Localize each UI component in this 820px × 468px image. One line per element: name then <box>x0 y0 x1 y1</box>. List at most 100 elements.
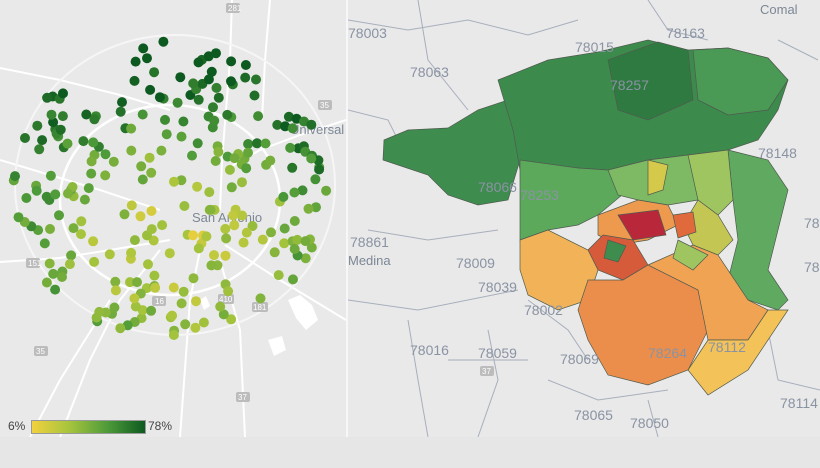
location-dot[interactable] <box>215 301 226 312</box>
location-dot[interactable] <box>192 181 203 192</box>
location-dot[interactable] <box>229 220 240 231</box>
location-dot[interactable] <box>310 174 321 185</box>
location-dot[interactable] <box>83 183 94 194</box>
location-dot[interactable] <box>146 224 157 235</box>
location-dot[interactable] <box>44 258 55 269</box>
location-dot[interactable] <box>37 135 48 146</box>
location-dot[interactable] <box>143 259 153 270</box>
location-dot[interactable] <box>76 229 86 240</box>
location-dot[interactable] <box>142 53 152 64</box>
location-dot[interactable] <box>188 273 199 284</box>
location-dot[interactable] <box>253 111 264 122</box>
location-dot[interactable] <box>222 109 233 120</box>
location-dot[interactable] <box>221 233 232 244</box>
location-dot[interactable] <box>180 319 191 330</box>
location-dot[interactable] <box>226 76 236 87</box>
location-dot[interactable] <box>138 43 149 54</box>
point-map-panel[interactable]: 281 35 151 16 410 181 35 37 San Antonio … <box>0 0 346 437</box>
location-dot[interactable] <box>62 138 73 149</box>
location-dot[interactable] <box>176 131 187 142</box>
location-dot[interactable] <box>247 221 258 231</box>
location-dot[interactable] <box>243 147 253 158</box>
location-dot[interactable] <box>279 223 290 234</box>
location-dot[interactable] <box>321 185 332 196</box>
location-dot[interactable] <box>108 156 119 167</box>
location-dot[interactable] <box>178 116 189 127</box>
location-dot[interactable] <box>135 211 146 222</box>
location-dot[interactable] <box>198 317 209 328</box>
location-dot[interactable] <box>228 210 239 221</box>
location-dot[interactable] <box>297 185 308 196</box>
location-dot[interactable] <box>57 111 68 122</box>
location-dot[interactable] <box>229 153 240 164</box>
point-map[interactable]: 281 35 151 16 410 181 35 37 San Antonio … <box>0 0 346 437</box>
location-dot[interactable] <box>237 210 248 221</box>
location-dot[interactable] <box>158 36 169 47</box>
location-dot[interactable] <box>48 268 59 279</box>
location-dot[interactable] <box>54 210 64 221</box>
location-dot[interactable] <box>255 293 266 304</box>
location-dot[interactable] <box>306 119 317 130</box>
location-dot[interactable] <box>257 234 268 245</box>
location-dot[interactable] <box>311 202 321 213</box>
location-dot[interactable] <box>240 72 251 83</box>
location-dot[interactable] <box>273 270 284 281</box>
location-dot[interactable] <box>188 78 199 89</box>
location-dot[interactable] <box>136 161 147 172</box>
location-dot[interactable] <box>226 314 237 325</box>
location-dot[interactable] <box>203 74 214 85</box>
location-dot[interactable] <box>168 330 179 340</box>
location-dot[interactable] <box>193 57 204 68</box>
location-dot[interactable] <box>287 162 298 173</box>
location-dot[interactable] <box>130 56 141 67</box>
location-dot[interactable] <box>88 236 99 247</box>
location-dot[interactable] <box>220 250 231 261</box>
location-dot[interactable] <box>34 144 45 155</box>
location-dot[interactable] <box>146 305 157 316</box>
location-dot[interactable] <box>45 224 55 234</box>
location-dot[interactable] <box>115 106 126 117</box>
location-dot[interactable] <box>265 155 276 166</box>
location-dot[interactable] <box>213 92 224 103</box>
location-dot[interactable] <box>150 282 161 293</box>
location-dot[interactable] <box>149 67 160 78</box>
location-dot[interactable] <box>176 175 187 186</box>
location-dot[interactable] <box>226 182 237 193</box>
location-dot[interactable] <box>78 136 89 147</box>
location-dot[interactable] <box>220 223 231 234</box>
location-dot[interactable] <box>175 72 186 83</box>
location-dot[interactable] <box>145 84 156 95</box>
location-dot[interactable] <box>224 164 235 175</box>
location-dot[interactable] <box>115 323 126 334</box>
location-dot[interactable] <box>292 234 303 245</box>
location-dot[interactable] <box>300 253 311 264</box>
location-dot[interactable] <box>160 114 170 125</box>
location-dot[interactable] <box>213 146 224 157</box>
location-dot[interactable] <box>130 301 141 312</box>
location-dot[interactable] <box>161 129 172 140</box>
location-dot[interactable] <box>211 82 222 93</box>
location-dot[interactable] <box>129 293 140 304</box>
location-dot[interactable] <box>57 272 67 282</box>
location-dot[interactable] <box>243 139 254 149</box>
location-dot[interactable] <box>287 123 298 134</box>
location-dot[interactable] <box>218 309 229 320</box>
location-dot[interactable] <box>223 286 234 297</box>
location-dot[interactable] <box>206 66 217 77</box>
location-dot[interactable] <box>168 282 179 293</box>
location-dot[interactable] <box>68 223 79 234</box>
location-dot[interactable] <box>272 119 283 130</box>
location-dot[interactable] <box>179 201 190 211</box>
location-dot[interactable] <box>154 92 165 103</box>
location-dot[interactable] <box>79 194 90 205</box>
location-dot[interactable] <box>126 200 137 211</box>
location-dot[interactable] <box>240 60 251 70</box>
location-dot[interactable] <box>109 302 120 313</box>
location-dot[interactable] <box>306 242 317 253</box>
location-dot[interactable] <box>13 212 24 223</box>
location-dot[interactable] <box>104 249 115 260</box>
location-dot[interactable] <box>205 204 216 215</box>
location-dot[interactable] <box>157 220 168 231</box>
location-dot[interactable] <box>55 124 66 135</box>
location-dot[interactable] <box>64 259 75 270</box>
